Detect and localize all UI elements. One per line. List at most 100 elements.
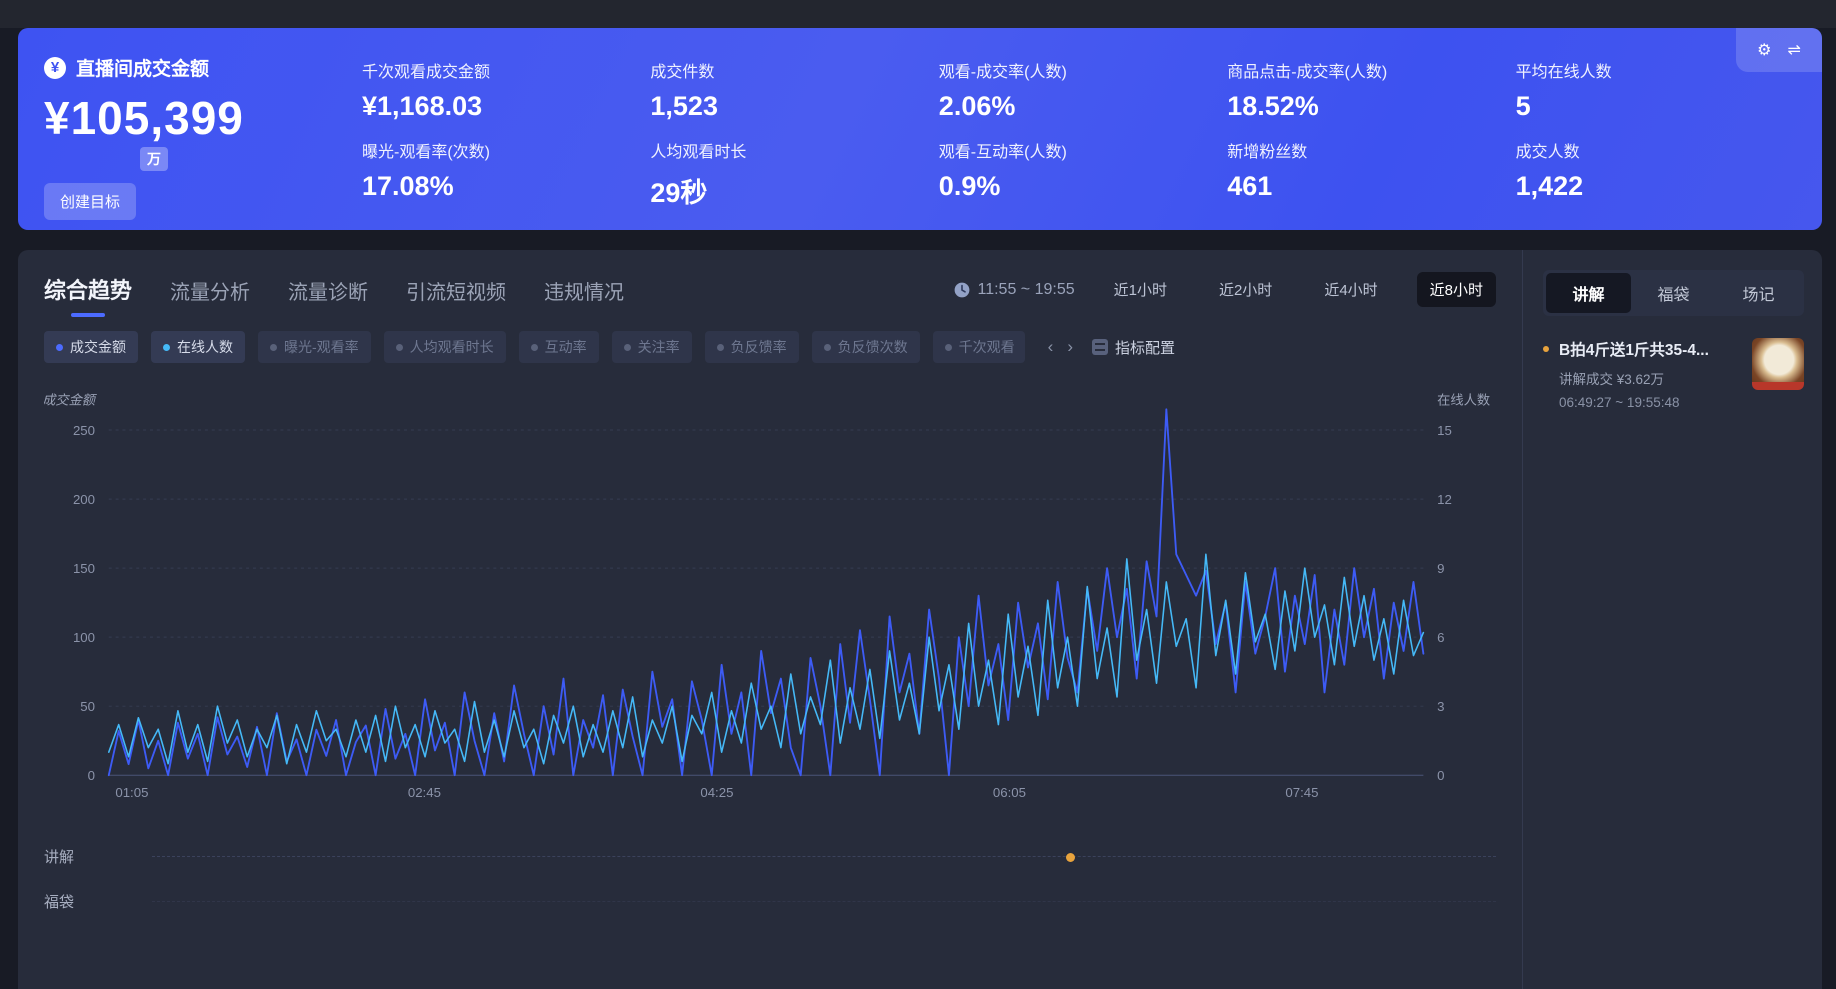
time-btn-1h[interactable]: 近1小时 xyxy=(1113,282,1167,299)
metric-exposure-view-rate: 曝光-观看率(次数) 17.08% xyxy=(362,144,490,201)
svg-text:成交金额: 成交金额 xyxy=(44,392,98,407)
tab-violations[interactable]: 违规情况 xyxy=(544,282,625,304)
main-panel: 综合趋势 流量分析 流量诊断 引流短视频 违规情况 11:55 ~ 19:55 … xyxy=(18,250,1822,989)
time-btn-4h[interactable]: 近4小时 xyxy=(1324,282,1378,299)
chip-scroll-nav: ‹ › xyxy=(1048,337,1073,357)
metric-buyers: 成交人数 1,422 xyxy=(1515,144,1584,201)
time-range-text: 11:55 ~ 19:55 xyxy=(977,280,1075,298)
timeline-row-explain: 讲解 xyxy=(44,834,1496,879)
svg-text:07:45: 07:45 xyxy=(1285,785,1318,800)
primary-metric: ¥ 直播间成交金额 ¥105,399 万 创建目标 xyxy=(44,54,362,220)
unit-badge: 万 xyxy=(140,147,168,171)
svg-text:250: 250 xyxy=(73,423,95,438)
right-panel-tabs: 讲解 福袋 场记 xyxy=(1543,270,1804,316)
chip-dot xyxy=(530,343,538,351)
chip-gmv[interactable]: 成交金额 xyxy=(44,331,138,363)
chip-negative-feedback-rate[interactable]: 负反馈率 xyxy=(704,331,799,363)
chip-dot xyxy=(944,343,952,351)
metric-view-conversion-rate: 观看-成交率(人数) 2.06% xyxy=(938,64,1067,121)
metric-click-conversion-rate: 商品点击-成交率(人数) 18.52% xyxy=(1227,64,1388,121)
svg-text:200: 200 xyxy=(73,492,95,507)
time-btn-8h[interactable]: 近8小时 xyxy=(1416,272,1496,307)
product-time-range: 06:49:27 ~ 19:55:48 xyxy=(1559,395,1680,410)
chip-avg-watch-duration[interactable]: 人均观看时长 xyxy=(383,331,506,363)
chip-exposure-view-rate[interactable]: 曝光-观看率 xyxy=(258,331,371,363)
metric-chips-row: 成交金额 在线人数 曝光-观看率 人均观看时长 互动率 关注率 负反馈率 负反馈… xyxy=(44,331,1496,363)
metric-gmv-per-1k-views: 千次观看成交金额 ¥1,168.03 xyxy=(362,64,491,121)
chip-follow-rate[interactable]: 关注率 xyxy=(611,331,692,363)
svg-text:04:25: 04:25 xyxy=(700,785,733,800)
timeline-rows: 讲解 福袋 xyxy=(44,834,1496,924)
chip-interaction-rate[interactable]: 互动率 xyxy=(518,331,599,363)
svg-text:50: 50 xyxy=(80,699,95,714)
svg-text:100: 100 xyxy=(73,630,95,645)
product-title: B拍4斤送1斤共35-4... xyxy=(1559,342,1709,359)
chip-dot xyxy=(823,343,831,351)
time-controls: 11:55 ~ 19:55 近1小时 近2小时 近4小时 近8小时 xyxy=(954,272,1496,317)
metric-avg-watch-duration: 人均观看时长 29秒 xyxy=(650,144,747,208)
metric-items-sold: 成交件数 1,523 xyxy=(650,64,718,121)
explain-list-item[interactable]: B拍4斤送1斤共35-4... 讲解成交 ¥3.62万 06:49:27 ~ 1… xyxy=(1543,338,1804,410)
svg-text:150: 150 xyxy=(73,561,95,576)
right-tab-luckybag[interactable]: 福袋 xyxy=(1657,287,1690,304)
chip-negative-feedback-count[interactable]: 负反馈次数 xyxy=(811,331,920,363)
yuan-coin-icon: ¥ xyxy=(44,56,66,79)
metric-config-button[interactable]: 指标配置 xyxy=(1092,337,1175,358)
primary-metric-header: ¥ 直播间成交金额 xyxy=(44,54,362,81)
section-tabs: 综合趋势 流量分析 流量诊断 引流短视频 违规情况 xyxy=(44,273,624,317)
chip-dot xyxy=(56,343,63,351)
chip-dot xyxy=(623,343,631,351)
tab-traffic-analysis[interactable]: 流量分析 xyxy=(170,282,251,304)
chip-dot xyxy=(395,343,403,351)
trend-chart: 0 0 50 3 100 6 150 9 200 12 250 15 成交金额 在线人数 01:05 02:4… xyxy=(44,392,1490,800)
item-body: B拍4斤送1斤共35-4... 讲解成交 ¥3.62万 06:49:27 ~ 1… xyxy=(1559,338,1742,410)
svg-text:6: 6 xyxy=(1437,630,1444,645)
trend-chart-wrap: 0 0 50 3 100 6 150 9 200 12 250 15 成交金额 在线人数 01:05 02:4… xyxy=(44,373,1496,816)
summary-banner: ¥ 直播间成交金额 ¥105,399 万 创建目标 千次观看成交金额 ¥1,16… xyxy=(18,28,1822,230)
right-tab-explain[interactable]: 讲解 xyxy=(1546,273,1631,313)
window-top-strip xyxy=(0,0,1836,28)
svg-text:01:05: 01:05 xyxy=(115,785,148,800)
svg-text:在线人数: 在线人数 xyxy=(1437,392,1490,407)
svg-text:3: 3 xyxy=(1437,699,1444,714)
swap-arrows-icon[interactable]: ⇌ xyxy=(1787,42,1801,59)
primary-metric-label: 直播间成交金额 xyxy=(76,59,210,80)
chip-dot xyxy=(716,343,724,351)
time-range: 11:55 ~ 19:55 xyxy=(954,281,1075,299)
svg-text:0: 0 xyxy=(88,768,95,783)
time-btn-2h[interactable]: 近2小时 xyxy=(1218,282,1273,299)
chevron-left-icon[interactable]: ‹ xyxy=(1047,337,1054,356)
metric-new-followers: 新增粉丝数 461 xyxy=(1227,144,1308,201)
timeline-line xyxy=(152,901,1496,903)
svg-text:06:05: 06:05 xyxy=(993,785,1026,800)
right-tab-log[interactable]: 场记 xyxy=(1742,287,1775,304)
right-panel: 讲解 福袋 场记 B拍4斤送1斤共35-4... 讲解成交 ¥3.62万 06:… xyxy=(1522,250,1822,989)
metric-interaction-rate: 观看-互动率(人数) 0.9% xyxy=(938,144,1067,201)
config-sliders-icon xyxy=(1092,339,1109,355)
svg-text:02:45: 02:45 xyxy=(408,785,441,800)
svg-text:12: 12 xyxy=(1437,492,1452,507)
create-goal-button[interactable]: 创建目标 xyxy=(44,183,137,220)
svg-text:9: 9 xyxy=(1437,561,1444,576)
explain-marker-dot[interactable] xyxy=(1065,853,1075,863)
chip-online-users[interactable]: 在线人数 xyxy=(151,331,245,363)
tabs-row: 综合趋势 流量分析 流量诊断 引流短视频 违规情况 11:55 ~ 19:55 … xyxy=(44,272,1496,317)
metric-avg-online-users: 平均在线人数 5 xyxy=(1515,64,1612,121)
chip-dot xyxy=(270,343,277,351)
trend-section: 综合趋势 流量分析 流量诊断 引流短视频 违规情况 11:55 ~ 19:55 … xyxy=(18,250,1522,989)
banner-tools: ⚙ ⇌ xyxy=(1736,28,1822,72)
chevron-right-icon[interactable]: › xyxy=(1067,337,1074,356)
item-status-dot xyxy=(1543,346,1549,352)
product-thumbnail xyxy=(1752,338,1804,390)
timeline-row-luckybag: 福袋 xyxy=(44,879,1496,924)
tab-overall-trend[interactable]: 综合趋势 xyxy=(44,273,132,317)
banner-metric-grid: 千次观看成交金额 ¥1,168.03 成交件数 1,523 观看-成交率(人数)… xyxy=(362,54,1786,210)
clock-icon xyxy=(954,282,969,297)
tab-referral-videos[interactable]: 引流短视频 xyxy=(406,282,507,304)
primary-metric-value: ¥105,399 xyxy=(44,92,244,144)
settings-gear-icon[interactable]: ⚙ xyxy=(1757,42,1772,59)
product-gmv: 讲解成交 ¥3.62万 xyxy=(1559,372,1665,387)
tab-traffic-diagnosis[interactable]: 流量诊断 xyxy=(288,282,369,304)
chip-per-1k-views[interactable]: 千次观看 xyxy=(932,331,1025,363)
chip-dot xyxy=(163,343,170,351)
